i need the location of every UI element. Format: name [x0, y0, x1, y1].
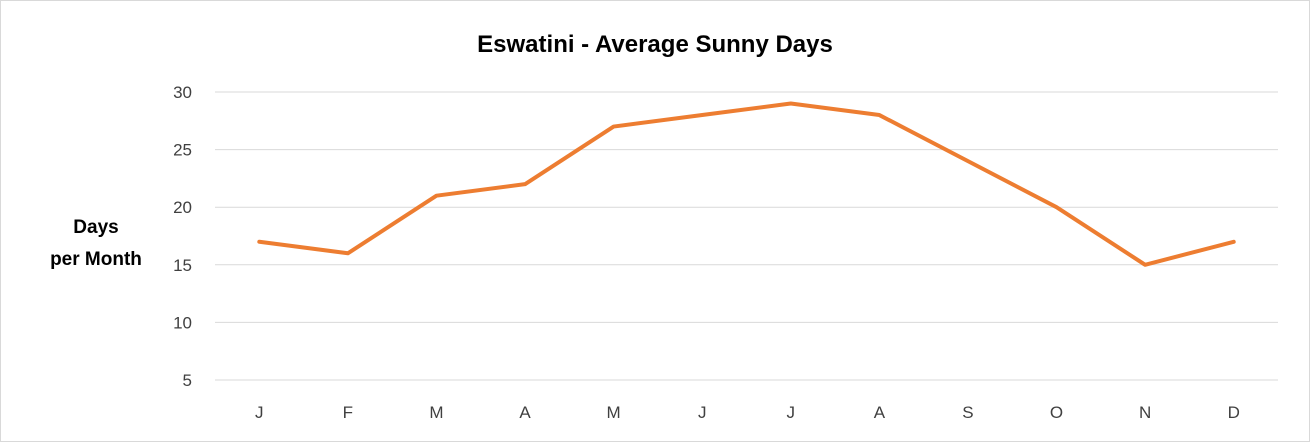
x-tick-label: N [1139, 403, 1151, 422]
chart-title: Eswatini - Average Sunny Days [477, 31, 833, 58]
y-tick-labels: 5 10 15 20 25 30 [173, 83, 192, 390]
y-axis-label-line-1: Days [73, 217, 118, 238]
x-tick-label: S [962, 403, 973, 422]
x-tick-label: D [1228, 403, 1240, 422]
x-tick-label: M [607, 403, 621, 422]
y-tick-label: 25 [173, 141, 192, 160]
x-tick-label: J [787, 403, 796, 422]
x-tick-label: M [429, 403, 443, 422]
x-tick-label: A [874, 403, 886, 422]
y-tick-label: 10 [173, 313, 192, 332]
x-tick-label: F [343, 403, 353, 422]
y-tick-label: 30 [173, 83, 192, 102]
x-tick-label: O [1050, 403, 1063, 422]
series-line-0 [257, 101, 1236, 267]
y-axis-label-line-2: per Month [50, 249, 142, 270]
gridlines [215, 91, 1278, 381]
y-tick-label: 20 [173, 198, 192, 217]
x-tick-label: A [519, 403, 531, 422]
x-tick-label: J [698, 403, 707, 422]
series-layer [257, 101, 1236, 267]
x-tick-label: J [255, 403, 264, 422]
y-tick-label: 5 [183, 371, 192, 390]
y-tick-label: 15 [173, 256, 192, 275]
